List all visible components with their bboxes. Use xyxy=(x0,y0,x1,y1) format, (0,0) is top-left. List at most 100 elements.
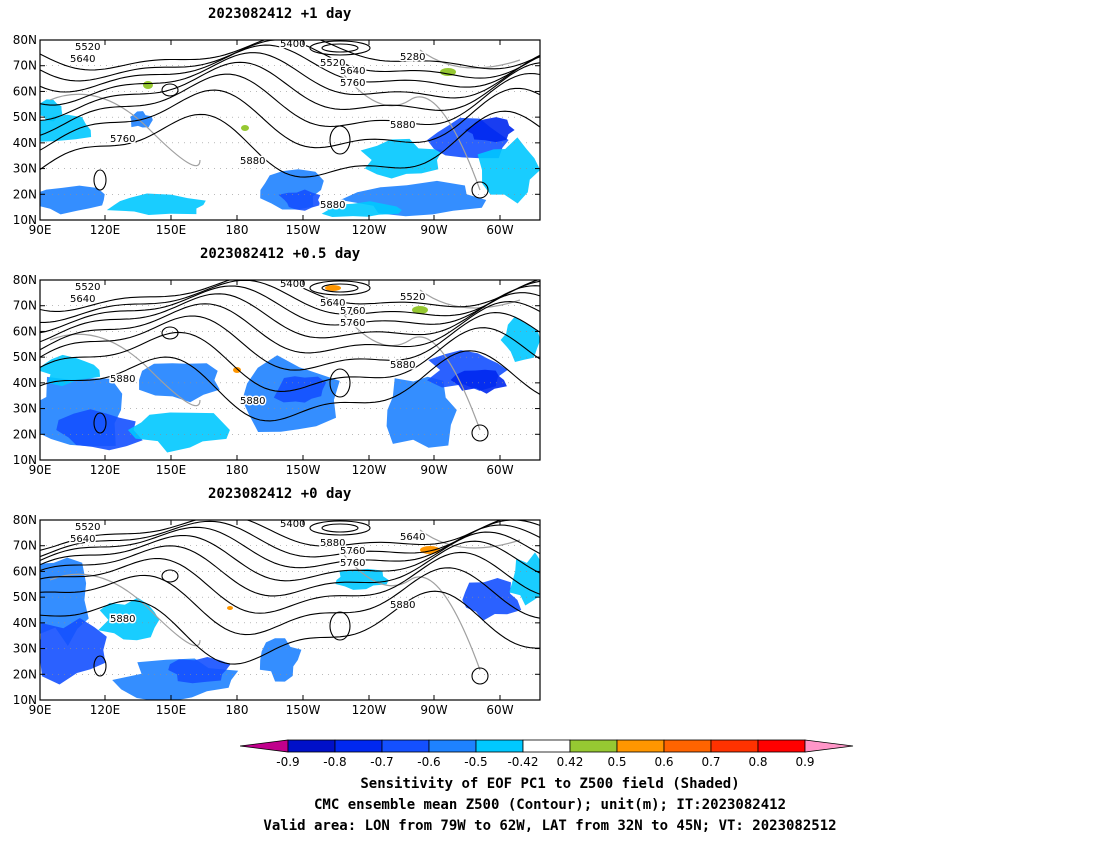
lat-tick-label: 40N xyxy=(13,376,37,390)
colorbar-label: -0.7 xyxy=(370,755,393,769)
contour-label: 5760 xyxy=(340,546,365,557)
z500-closed-contour xyxy=(93,655,107,677)
z500-closed-contour xyxy=(93,169,107,191)
contour-label: 5760 xyxy=(340,306,365,317)
z500-contour xyxy=(40,285,540,334)
sensitivity-shade xyxy=(465,117,515,143)
contour-label: 5400 xyxy=(280,39,305,50)
sensitivity-shade xyxy=(335,568,389,590)
contour-label: 5760 xyxy=(340,318,365,329)
z500-contour xyxy=(40,531,540,582)
z500-contour xyxy=(40,110,540,178)
z500-closed-contour xyxy=(471,424,489,442)
contour-label: 5640 xyxy=(400,532,425,543)
lat-tick-label: 10N xyxy=(13,213,37,227)
z500-contour xyxy=(40,567,540,636)
colorbar-bin xyxy=(287,739,336,753)
sensitivity-shade xyxy=(40,354,101,387)
colorbar-bin xyxy=(522,739,571,753)
z500-closed-contour xyxy=(329,125,351,155)
sensitivity-shade xyxy=(128,412,230,453)
lon-tick-label: 150W xyxy=(286,463,321,477)
colorbar-label: 0.7 xyxy=(701,755,720,769)
contour-label: 5520 xyxy=(400,292,425,303)
z500-contour xyxy=(40,280,540,323)
panel-title-2: 2023082412 +0.5 day xyxy=(200,246,361,262)
lat-tick-label: 70N xyxy=(13,539,37,553)
z500-contour xyxy=(40,312,540,371)
contour-label: 5880 xyxy=(390,600,415,611)
contour-label: 5640 xyxy=(340,66,365,77)
sensitivity-shade-positive xyxy=(440,68,456,76)
z500-contour xyxy=(40,524,540,569)
contour-label: 5880 xyxy=(390,120,415,131)
z500-contour xyxy=(40,40,540,82)
colorbar-label: 0.9 xyxy=(795,755,814,769)
colorbar-bin xyxy=(710,739,759,753)
contour-label: 5880 xyxy=(240,396,265,407)
map-panel-3: 55205640540056405880576057605880588080N7… xyxy=(13,513,541,717)
lat-tick-label: 40N xyxy=(13,136,37,150)
lat-tick-label: 10N xyxy=(13,453,37,467)
sensitivity-shade xyxy=(386,376,457,448)
colorbar-extend-left xyxy=(240,739,289,753)
contour-label: 5520 xyxy=(75,522,100,533)
z500-contour xyxy=(40,327,540,392)
colorbar-label: 0.8 xyxy=(748,755,767,769)
z500-contour xyxy=(40,44,540,93)
lat-tick-label: 50N xyxy=(13,590,37,604)
z500-contour xyxy=(40,52,540,106)
sensitivity-shade xyxy=(56,409,143,451)
sensitivity-shade-positive xyxy=(241,125,249,131)
z500-contour xyxy=(40,72,540,136)
z500-contour xyxy=(40,280,540,312)
lon-tick-label: 90W xyxy=(420,223,447,237)
map-frame xyxy=(39,279,541,461)
caption-line-2: CMC ensemble mean Z500 (Contour); unit(m… xyxy=(313,797,786,813)
lon-tick-label: 150W xyxy=(286,223,321,237)
colorbar-label: -0.8 xyxy=(323,755,346,769)
contour-label: 5400 xyxy=(280,279,305,290)
contour-label: 5880 xyxy=(390,360,415,371)
lat-tick-label: 20N xyxy=(13,667,37,681)
lon-tick-label: 60W xyxy=(486,463,513,477)
panel-title-3: 2023082412 +0 day xyxy=(208,486,352,502)
panel-title-1: 2023082412 +1 day xyxy=(208,6,352,22)
lon-tick-label: 150W xyxy=(286,703,321,717)
z500-closed-contour xyxy=(161,326,179,340)
colorbar-bin xyxy=(428,739,477,753)
lon-tick-label: 120W xyxy=(352,703,387,717)
lon-tick-label: 150E xyxy=(156,463,187,477)
lon-tick-label: 180 xyxy=(226,703,249,717)
lon-tick-label: 120E xyxy=(90,223,121,237)
lat-tick-label: 20N xyxy=(13,187,37,201)
sensitivity-shade xyxy=(40,618,107,685)
colorbar-bin xyxy=(616,739,665,753)
z500-closed-contour xyxy=(309,520,371,536)
z500-contour xyxy=(40,350,540,422)
z500-closed-contour xyxy=(93,412,107,434)
lat-tick-label: 80N xyxy=(13,33,37,47)
sensitivity-shade xyxy=(98,597,160,641)
lat-tick-label: 10N xyxy=(13,693,37,707)
contour-label: 5760 xyxy=(110,134,135,145)
z500-contour xyxy=(40,40,540,71)
sensitivity-shade xyxy=(360,138,443,179)
z500-closed-contour xyxy=(329,368,351,398)
contour-label: 5280 xyxy=(400,52,425,63)
contour-label: 5880 xyxy=(320,200,345,211)
lon-tick-label: 90E xyxy=(29,223,52,237)
lon-tick-label: 180 xyxy=(226,223,249,237)
map-panel-1: 5520564054005280552056405760588057605880… xyxy=(13,33,541,237)
contour-label: 5640 xyxy=(320,298,345,309)
lon-tick-label: 180 xyxy=(226,463,249,477)
lat-tick-label: 50N xyxy=(13,350,37,364)
colorbar: -0.9 -0.8 -0.7 -0.6 -0.5 -0.42 0.42 0.5 0.6 0.7 0.… xyxy=(240,739,854,769)
colorbar-label: -0.42 xyxy=(507,755,538,769)
contour-label: 5880 xyxy=(320,538,345,549)
map-frame xyxy=(39,39,541,221)
lat-tick-label: 50N xyxy=(13,110,37,124)
z500-contour xyxy=(40,590,540,665)
z500-contour xyxy=(40,61,540,121)
caption-line-1: Sensitivity of EOF PC1 to Z500 field (Sh… xyxy=(360,776,740,792)
